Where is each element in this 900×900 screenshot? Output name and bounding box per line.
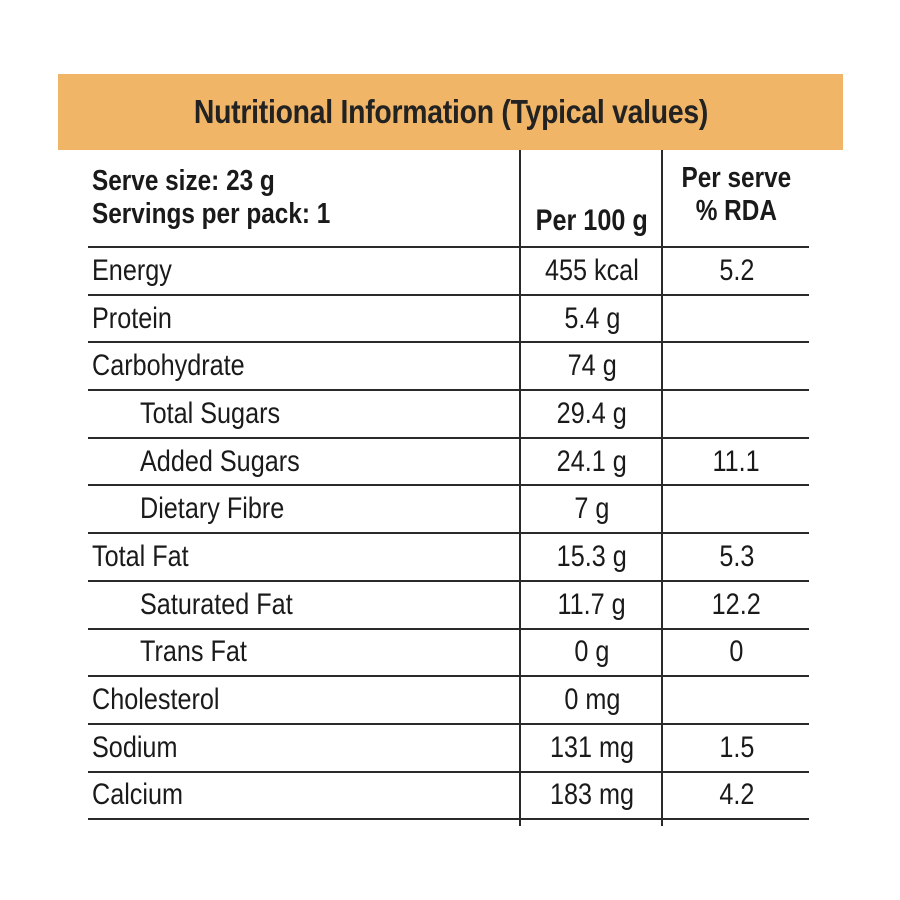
nutrient-label: Energy [92,253,172,287]
per100-value: 7 g [574,492,610,526]
per100-value: 5.4 g [563,301,621,335]
rda-value: 0 [729,635,744,669]
nutrient-label: Calcium [92,778,184,812]
table-row: Dietary Fibre 7 g [88,486,809,535]
nutrient-label: Carbohydrate [92,349,245,383]
per100-value: 131 mg [549,730,635,764]
nutrient-label: Dietary Fibre [140,492,285,526]
table-row: Sodium 131 mg 1.5 [88,725,809,773]
table-row: Trans Fat 0 g 0 [88,630,809,678]
per100-value: 74 g [567,349,617,383]
nutrition-table: Serve size: 23 g Servings per pack: 1 Pe… [88,150,809,826]
servings-per-pack: Servings per pack: 1 [92,198,331,230]
table-row: Energy 455 kcal 5.2 [88,248,809,296]
table-row: Calcium 183 mg 4.2 [88,773,809,821]
table-row: Carbohydrate 74 g [88,343,809,392]
per100-value: 0 g [574,635,610,669]
column-divider-left [519,150,521,826]
serving-info: Serve size: 23 g Servings per pack: 1 [92,150,517,246]
per100-value: 29.4 g [556,396,628,430]
serve-size: Serve size: 23 g [92,165,275,197]
nutrient-label: Total Sugars [140,396,281,430]
rda-header: Per serve % RDA [664,150,809,246]
table-row: Saturated Fat 11.7 g 12.2 [88,582,809,630]
title-banner: Nutritional Information (Typical values) [58,74,843,150]
per100-value: 11.7 g [557,587,627,621]
per100-value: 455 kcal [545,253,639,287]
per100-value: 15.3 g [556,539,628,573]
table-row: Protein 5.4 g [88,296,809,344]
rda-value: 12.2 [711,587,762,621]
rda-value: 11.1 [712,444,761,478]
column-divider-right [661,150,663,826]
rda-value: 5.3 [718,539,755,573]
nutrient-label: Trans Fat [140,635,247,669]
nutrient-label: Cholesterol [92,683,220,717]
per100-value: 0 mg [563,683,621,717]
table-header: Serve size: 23 g Servings per pack: 1 Pe… [88,150,809,248]
nutrient-label: Saturated Fat [140,587,293,621]
per100-value: 24.1 g [556,444,628,478]
nutrient-label: Total Fat [92,539,189,573]
table-row: Cholesterol 0 mg [88,677,809,725]
per100-header: Per 100 g [535,204,649,237]
rda-label: % RDA [695,195,778,227]
rda-value: 4.2 [718,778,755,812]
nutrient-label: Protein [92,301,172,335]
table-row: Added Sugars 24.1 g 11.1 [88,439,809,487]
rda-value: 5.2 [718,253,755,287]
per100-value: 183 mg [549,778,635,812]
page-title: Nutritional Information (Typical values) [193,93,708,130]
nutrient-label: Sodium [92,730,178,764]
table-row: Total Sugars 29.4 g [88,391,809,439]
nutrient-label: Added Sugars [140,444,300,478]
per-serve-label: Per serve [681,162,792,194]
rda-value: 1.5 [718,730,755,764]
table-row: Total Fat 15.3 g 5.3 [88,534,809,582]
